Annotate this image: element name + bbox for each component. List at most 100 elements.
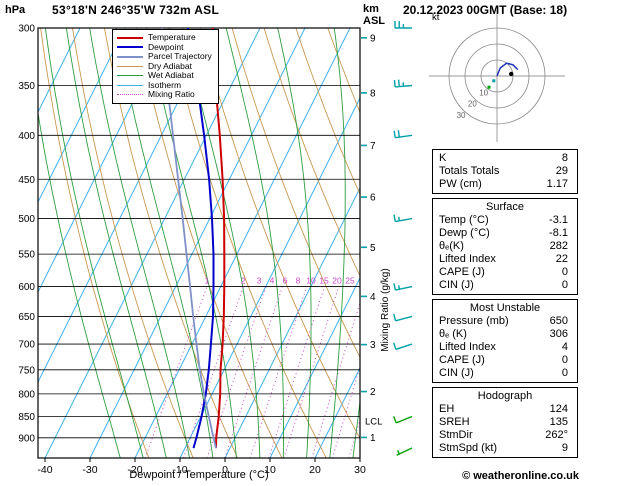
lcl-label: LCL	[365, 417, 382, 428]
svg-text:10: 10	[264, 464, 276, 476]
svg-text:10: 10	[306, 276, 316, 286]
table-row: SREH 135	[433, 416, 577, 429]
svg-text:8: 8	[370, 88, 376, 99]
row-value: 9	[561, 442, 568, 454]
svg-text:6: 6	[370, 193, 376, 204]
row-value: 135	[549, 416, 568, 428]
row-value: 8	[561, 152, 568, 164]
svg-text:300: 300	[18, 24, 35, 35]
svg-text:-20: -20	[127, 464, 142, 476]
legend-line-sample	[117, 84, 143, 86]
hodograph-unit-label: kt	[432, 12, 440, 23]
km-label: km	[363, 3, 379, 15]
svg-text:750: 750	[18, 365, 35, 376]
row-value: 0	[561, 279, 568, 291]
row-label: StmDir	[439, 429, 473, 441]
legend-item: Dewpoint	[117, 41, 212, 53]
temp-tick-labels: -40 -30 -20 -10 0 10 20 30	[37, 464, 366, 476]
temp-ticks	[44, 458, 361, 462]
svg-text:800: 800	[18, 389, 35, 400]
row-value: 0	[561, 266, 568, 278]
row-value: 124	[549, 403, 568, 415]
svg-text:5: 5	[370, 243, 376, 254]
legend-item-label: Dewpoint	[148, 41, 184, 52]
legend: Temperature Dewpoint Parcel Trajectory Dry …	[112, 29, 219, 104]
row-label: CAPE (J)	[439, 266, 485, 278]
profiles	[161, 28, 226, 449]
row-label: StmSpd (kt)	[439, 442, 498, 454]
info-box-title: Surface	[486, 201, 524, 213]
row-label: Lifted Index	[439, 253, 496, 265]
table-row: θₑ(K) 282	[433, 240, 577, 253]
svg-text:600: 600	[18, 282, 35, 293]
table-row: CIN (J) 0	[433, 367, 577, 380]
svg-text:8: 8	[296, 276, 301, 286]
svg-text:450: 450	[18, 175, 35, 186]
row-label: CIN (J)	[439, 279, 474, 291]
info-box-title: Most Unstable	[469, 302, 541, 314]
mixing-axis-label: Mixing Ratio (g/kg)	[380, 268, 391, 351]
legend-line-sample	[117, 36, 143, 39]
svg-text:900: 900	[18, 433, 35, 444]
svg-text:3: 3	[257, 276, 262, 286]
legend-item: Dry Adiabat	[117, 61, 212, 72]
row-value: 0	[561, 354, 568, 366]
altitude-unit-label: km ASL	[363, 3, 385, 27]
info-box: Surface Temp (°C) -3.1 Dewp (°C) -8.1 θₑ(K) 28…	[432, 198, 578, 295]
row-label: SREH	[439, 416, 470, 428]
table-row: Totals Totals 29	[433, 165, 577, 178]
legend-item-label: Isotherm	[148, 79, 182, 90]
info-box: Hodograph EH 124 SREH 135 StmDir 262° StmSpd (k…	[432, 387, 578, 458]
svg-text:10: 10	[479, 88, 488, 97]
table-row: CAPE (J) 0	[433, 354, 577, 367]
table-row: Temp (°C) -3.1	[433, 214, 577, 227]
svg-text:4: 4	[370, 292, 376, 303]
svg-text:4: 4	[270, 276, 275, 286]
wind-barbs	[392, 21, 413, 456]
legend-item-label: Wet Adiabat	[148, 70, 194, 81]
svg-text:350: 350	[18, 81, 35, 92]
pressure-unit-label: hPa	[5, 4, 26, 16]
pressure-tick-labels: 300 350 400 450 500 550 600 650 700 750 800 850 900	[18, 24, 35, 445]
row-value: 650	[549, 315, 568, 327]
station-title: 53°18'N 246°35'W 732m ASL	[52, 3, 220, 17]
table-row: Pressure (mb) 650	[433, 315, 577, 328]
hodograph-trace	[496, 62, 519, 77]
datetime-label: 20.12.2023 00GMT (Base: 18)	[403, 3, 568, 17]
row-value: 0	[561, 367, 568, 379]
row-value: 282	[549, 240, 568, 252]
row-label: Totals Totals	[439, 165, 500, 177]
row-label: θₑ (K)	[439, 328, 467, 340]
row-label: PW (cm)	[439, 178, 482, 190]
legend-line-sample	[117, 65, 143, 67]
info-box-title: Hodograph	[477, 390, 533, 402]
info-panel: K 8 Totals Totals 29 PW (cm) 1.17 Surface Temp …	[432, 149, 578, 458]
asl-label: ASL	[363, 15, 385, 27]
storm-motion-marker	[509, 71, 514, 77]
parcel-trajectory-curve	[161, 28, 217, 449]
legend-line-sample	[117, 55, 143, 58]
svg-text:550: 550	[18, 250, 35, 261]
table-row: θₑ (K) 306	[433, 328, 577, 341]
svg-text:-40: -40	[37, 464, 52, 476]
svg-text:2: 2	[241, 276, 246, 286]
legend-line-sample	[117, 94, 143, 96]
table-row: StmDir 262°	[433, 429, 577, 442]
mixing-ratio-labels: 1 2 3 4 6 8 10 15 20 25	[205, 276, 355, 286]
row-label: EH	[439, 403, 455, 415]
row-label: θₑ(K)	[439, 240, 464, 252]
table-row: CAPE (J) 0	[433, 266, 577, 279]
row-value: -3.1	[549, 214, 568, 226]
svg-text:20: 20	[309, 464, 321, 476]
table-row: StmSpd (kt) 9	[433, 442, 577, 455]
svg-text:3: 3	[370, 340, 376, 351]
row-value: 4	[561, 341, 568, 353]
copyright: © weatheronline.co.uk	[462, 470, 579, 482]
legend-item: Temperature	[117, 33, 212, 43]
legend-item: Parcel Trajectory	[117, 52, 212, 62]
svg-text:400: 400	[18, 131, 35, 142]
table-row: EH 124	[433, 403, 577, 416]
